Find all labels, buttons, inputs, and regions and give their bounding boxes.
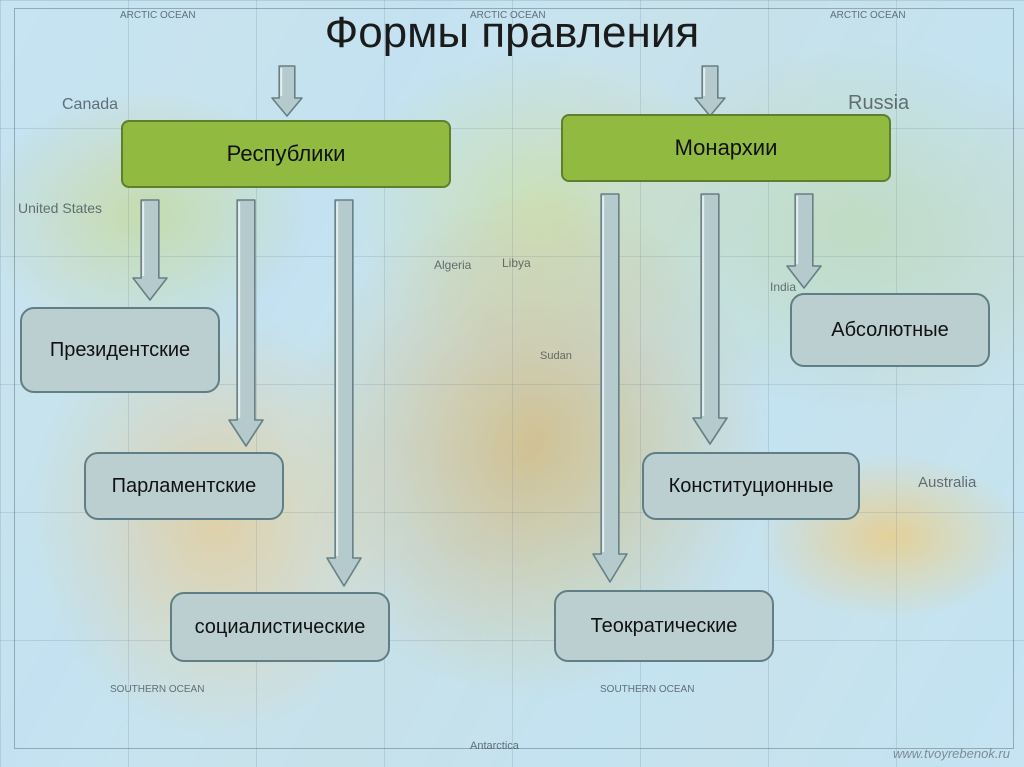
arrow-mon_to_theo <box>589 192 631 586</box>
arrow-mon_to_abs <box>783 192 825 292</box>
arrow-title_to_rep <box>268 64 306 120</box>
map-label: SOUTHERN OCEAN <box>110 684 204 695</box>
page-title: Формы правления <box>0 8 1024 58</box>
map-label: Antarctica <box>470 740 519 752</box>
arrow-rep_to_pres <box>129 198 171 304</box>
node-absolute: Абсолютные <box>790 293 990 367</box>
arrow-rep_to_parl <box>225 198 267 450</box>
map-label: SOUTHERN OCEAN <box>600 684 694 695</box>
arrow-mon_to_const <box>689 192 731 448</box>
node-theocratic: Теократические <box>554 590 774 662</box>
arrow-title_to_mon <box>691 64 729 120</box>
map-label: United States <box>18 200 102 216</box>
diagram-stage: ARCTIC OCEANARCTIC OCEANARCTIC OCEANCana… <box>0 0 1024 767</box>
map-label: Algeria <box>434 258 471 272</box>
map-label: Canada <box>62 96 118 114</box>
node-presidential: Президентские <box>20 307 220 393</box>
node-constitutional: Конституционные <box>642 452 860 520</box>
node-republics: Республики <box>121 120 451 188</box>
watermark: www.tvoyrebenok.ru <box>893 746 1010 761</box>
map-label: Russia <box>848 92 909 115</box>
node-parliamentary: Парламентские <box>84 452 284 520</box>
node-socialist: социалистические <box>170 592 390 662</box>
map-label: Libya <box>502 256 531 270</box>
arrow-rep_to_soc <box>323 198 365 590</box>
map-label: Sudan <box>540 350 572 362</box>
node-monarchies: Монархии <box>561 114 891 182</box>
map-label: Australia <box>918 474 976 491</box>
